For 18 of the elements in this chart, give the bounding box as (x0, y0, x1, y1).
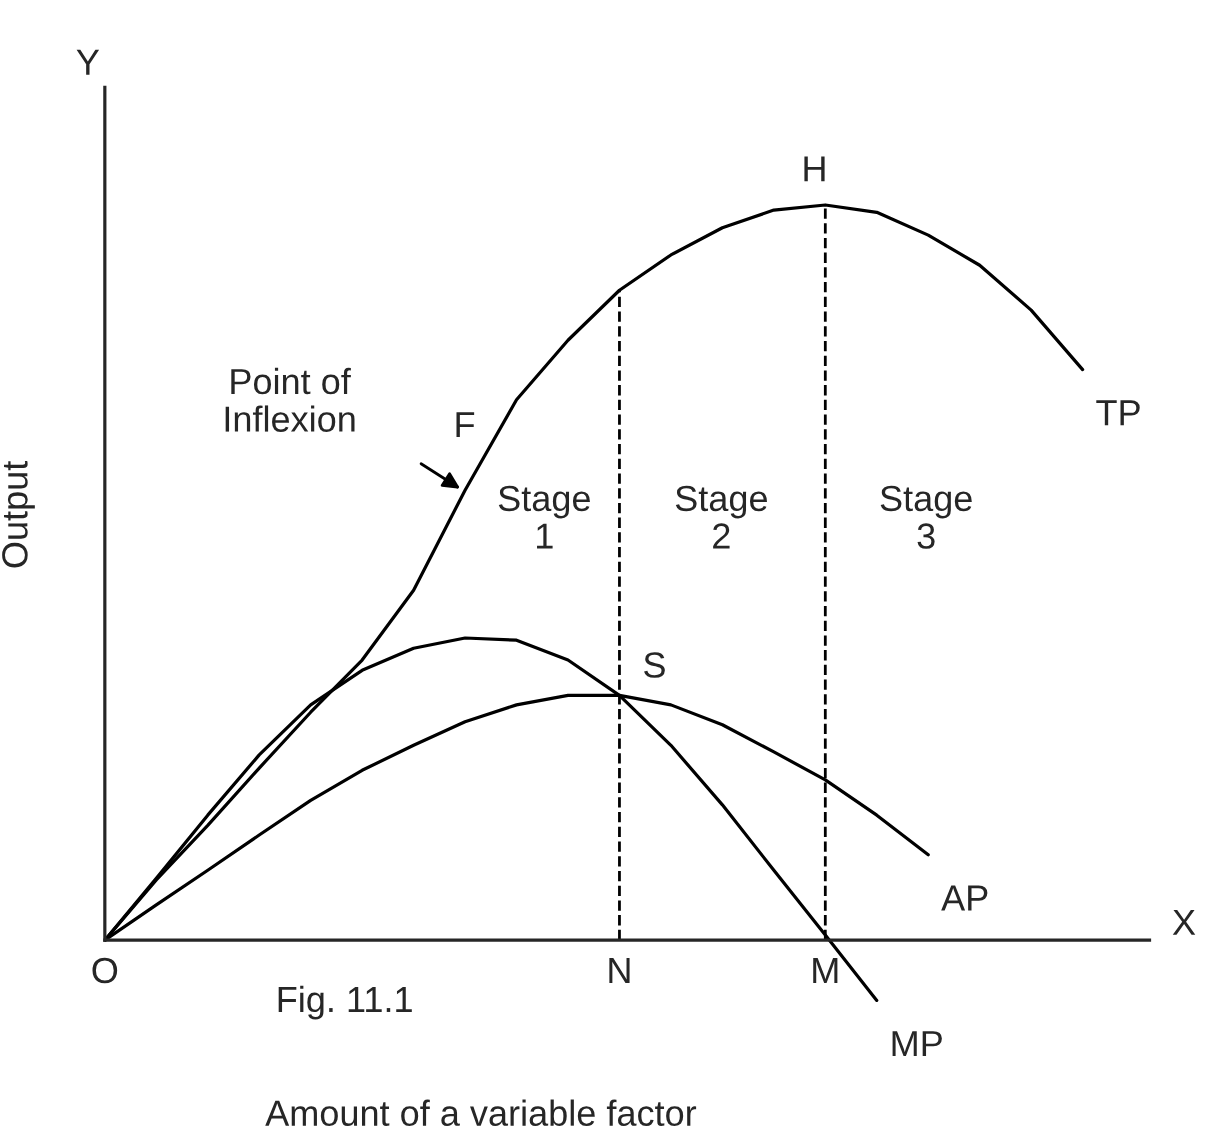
series-label: TP (1096, 400, 1140, 426)
annotation: Stage 1 (498, 485, 590, 549)
y-axis-title: Output (2, 460, 35, 568)
annotation: Fig. 11.1 (278, 985, 412, 1020)
x-tick-label: M (813, 958, 838, 983)
text: H (804, 156, 825, 182)
annotation: Point of Inflexion (225, 367, 355, 432)
annotation: Stage 3 (880, 485, 972, 549)
x-tick-label: N (609, 958, 630, 983)
x-axis-title: Amount of a variable factor (265, 1099, 697, 1127)
series-label: AP (941, 885, 988, 911)
series-label: MP (892, 1031, 942, 1056)
text: X (1172, 909, 1196, 935)
text: Y (76, 49, 100, 75)
x-tick-label: O (92, 957, 118, 984)
annotation: Stage 2 (675, 485, 767, 549)
annotation: F (456, 412, 475, 438)
annotation: S (644, 652, 665, 678)
